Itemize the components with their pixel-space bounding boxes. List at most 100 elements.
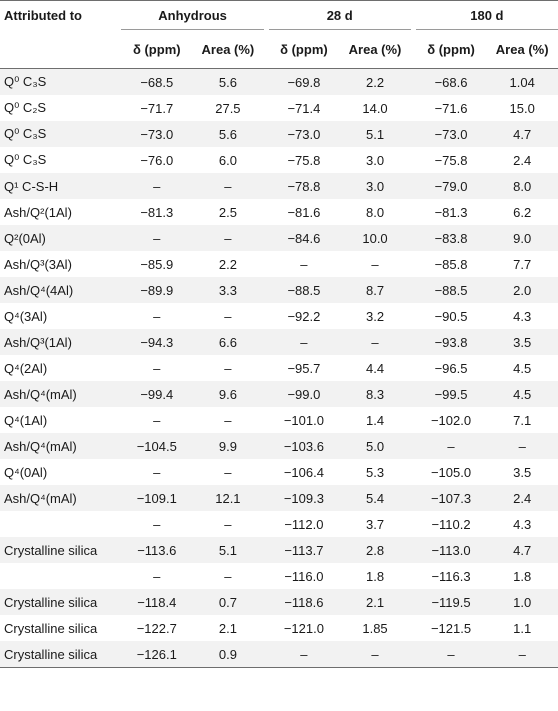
delta-cell: −88.5 — [268, 277, 340, 303]
area-cell: – — [486, 641, 558, 668]
table-row: Crystalline silica −122.7 2.1 −121.0 1.85 −12… — [0, 615, 558, 641]
area-cell: 2.4 — [513, 152, 532, 168]
delta-cell: – — [153, 516, 161, 532]
area-cell: 3.0 — [365, 152, 385, 168]
delta-cell: −103.6 — [268, 433, 340, 459]
delta-cell: −81.3 — [434, 204, 468, 220]
delta-cell: −94.3 — [121, 329, 193, 355]
area-cell: 1.04 — [486, 68, 558, 95]
row-label: Crystalline silica — [0, 537, 122, 563]
area-header: Area (%) — [486, 29, 558, 69]
area-cell: – — [371, 256, 379, 272]
delta-cell: −113.6 — [121, 537, 193, 563]
area-cell: 2.2 — [339, 68, 411, 95]
group-header-180d: 180 d — [415, 0, 558, 30]
area-cell: 4.5 — [486, 381, 558, 407]
delta-cell: −113.7 — [268, 537, 340, 563]
row-label: Ash/Q³(3Al) — [4, 256, 72, 272]
area-cell: 8.7 — [339, 277, 411, 303]
table-row: Q⁴(2Al) – – −95.7 4.4 −96.5 4.5 — [0, 355, 558, 381]
area-cell: – — [224, 412, 232, 428]
area-cell: 14.0 — [362, 100, 388, 116]
area-cell: 7.1 — [513, 412, 532, 428]
row-label: Q²(0Al) — [0, 225, 122, 251]
area-cell: – — [192, 173, 264, 199]
area-cell: – — [486, 433, 558, 459]
delta-header: δ (ppm) — [268, 29, 340, 69]
delta-cell: – — [153, 360, 161, 376]
table-row: – – −116.0 1.8 −116.3 1.8 — [0, 563, 558, 589]
delta-cell: – — [415, 641, 487, 668]
table-row: Ash/Q⁴(mAl) −109.1 12.1 −109.3 5.4 −107.3 2.4 — [0, 485, 558, 511]
delta-cell: −84.6 — [268, 225, 340, 251]
area-cell: 1.0 — [486, 589, 558, 615]
delta-cell: −99.4 — [121, 381, 193, 407]
delta-cell: – — [121, 225, 193, 251]
table-row: Q⁰ C₃S −76.0 6.0 −75.8 3.0 −75.8 2.4 — [0, 147, 558, 173]
table-row: Crystalline silica −113.6 5.1 −113.7 2.8 −113… — [0, 537, 558, 563]
delta-cell: −105.0 — [430, 464, 472, 480]
table-row: Q²(0Al) – – −84.6 10.0 −83.8 9.0 — [0, 225, 558, 251]
area-cell: 1.8 — [365, 568, 385, 584]
delta-cell: −96.5 — [434, 360, 468, 376]
delta-cell: – — [153, 464, 161, 480]
area-cell: 4.7 — [486, 121, 558, 147]
delta-cell: −85.9 — [140, 256, 174, 272]
row-label — [0, 511, 121, 537]
delta-cell: −95.7 — [287, 360, 321, 376]
area-cell: 3.2 — [365, 308, 385, 324]
area-cell: 2.1 — [339, 589, 411, 615]
row-label: Q⁴(3Al) — [4, 308, 48, 324]
delta-cell: −109.1 — [121, 485, 193, 511]
area-cell: 2.5 — [218, 204, 237, 220]
delta-cell: −83.8 — [415, 225, 487, 251]
row-label: Q⁴(0Al) — [4, 464, 48, 480]
delta-cell: −73.0 — [121, 121, 193, 147]
area-cell: 2.4 — [486, 485, 558, 511]
delta-cell: – — [268, 641, 340, 668]
area-cell: 5.3 — [365, 464, 385, 480]
sub-header-row: δ (ppm) Area (%) δ (ppm) Area (%) δ (ppm… — [0, 29, 558, 69]
area-cell: 4.5 — [513, 360, 532, 376]
area-cell: – — [224, 464, 232, 480]
area-cell: 12.1 — [192, 485, 264, 511]
row-label: Q¹ C-S-H — [0, 173, 122, 199]
delta-cell: −92.2 — [287, 308, 321, 324]
table-row: – – −112.0 3.7 −110.2 4.3 — [0, 511, 558, 537]
table-row: Ash/Q³(1Al) −94.3 6.6– – −93.8 3.5 — [0, 329, 558, 355]
row-label — [0, 563, 121, 589]
table-row: Q⁰ C₂S −71.7 27.5 −71.4 14.0 −71.6 15.0 — [0, 95, 558, 121]
area-cell: 5.6 — [192, 68, 264, 95]
area-cell: 2.8 — [339, 537, 411, 563]
area-cell: 8.0 — [365, 204, 385, 220]
row-label: Q⁰ C₃S — [0, 121, 122, 147]
delta-cell: −93.8 — [415, 329, 487, 355]
row-label: Ash/Q³(1Al) — [0, 329, 122, 355]
area-cell: 4.3 — [513, 516, 532, 532]
area-cell: 9.0 — [486, 225, 558, 251]
area-cell: 0.7 — [192, 589, 264, 615]
delta-cell: −118.4 — [121, 589, 193, 615]
row-label: Q⁴(2Al) — [4, 360, 48, 376]
delta-cell: −73.0 — [415, 121, 487, 147]
area-cell: 8.0 — [486, 173, 558, 199]
delta-cell: −126.1 — [121, 641, 193, 668]
area-cell: 5.1 — [192, 537, 264, 563]
row-label: Ash/Q⁴(mAl) — [0, 485, 122, 511]
row-label: Ash/Q²(1Al) — [4, 204, 72, 220]
delta-cell: −116.3 — [431, 568, 471, 584]
area-cell: – — [224, 568, 232, 584]
row-label: Q⁴(1Al) — [4, 412, 48, 428]
area-cell: 5.6 — [192, 121, 264, 147]
row-label: Ash/Q⁴(mAl) — [0, 433, 122, 459]
group-header-28d: 28 d — [268, 0, 411, 30]
table-row: Ash/Q⁴(mAl) −99.4 9.6 −99.0 8.3 −99.5 4.5 — [0, 381, 558, 407]
delta-cell: −81.3 — [140, 204, 174, 220]
nmr-deconvolution-table: Attributed to Anhydrous 28 d 180 d δ (pp… — [0, 0, 558, 668]
area-cell: 1.1 — [513, 620, 532, 636]
table-row: Ash/Q⁴(4Al) −89.9 3.3 −88.5 8.7 −88.5 2.0 — [0, 277, 558, 303]
delta-cell: −73.0 — [268, 121, 340, 147]
area-cell: 2.0 — [486, 277, 558, 303]
delta-cell: −99.0 — [268, 381, 340, 407]
table-row: Ash/Q²(1Al) −81.3 2.5 −81.6 8.0 −81.3 6.2 — [0, 199, 558, 225]
